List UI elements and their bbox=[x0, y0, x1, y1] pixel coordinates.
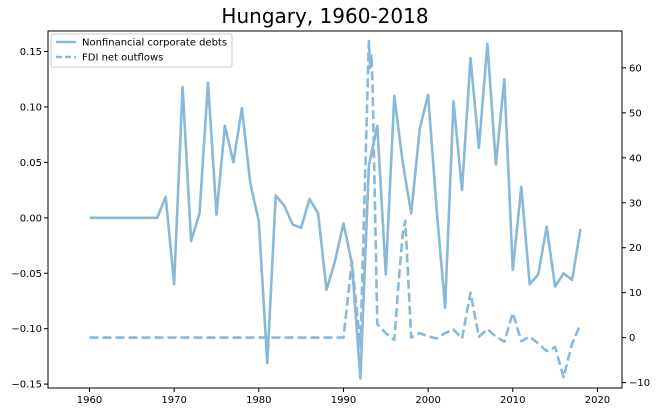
y-right-tick-label: 10 bbox=[629, 288, 642, 299]
y-axis-right: −10 0 10 20 30 40 50 60 bbox=[622, 63, 650, 389]
y-right-tick-label: 20 bbox=[629, 243, 642, 254]
legend-label-debts: Nonfinancial corporate debts bbox=[82, 38, 227, 49]
x-tick-label: 1980 bbox=[246, 395, 271, 406]
series-line-1 bbox=[89, 39, 582, 379]
y-left-tick-label: 0.05 bbox=[20, 158, 42, 169]
y-left-tick-label: 0.10 bbox=[20, 102, 42, 113]
plot-area bbox=[47, 30, 623, 389]
y-axis-left: −0.15 −0.10 −0.05 0.00 0.05 0.10 0.15 bbox=[11, 47, 48, 391]
series-line-0 bbox=[89, 42, 582, 380]
y-right-tick-label: −10 bbox=[629, 378, 650, 389]
legend-box bbox=[50, 33, 233, 68]
legend: Nonfinancial corporate debts FDI net out… bbox=[50, 33, 233, 68]
y-left-tick-label: 0.00 bbox=[20, 213, 42, 224]
plot-lines bbox=[89, 39, 582, 380]
y-left-tick-label: −0.15 bbox=[11, 380, 42, 391]
y-right-tick-label: 60 bbox=[629, 63, 642, 74]
x-axis: 1960 1970 1980 1990 2000 2010 2020 bbox=[77, 388, 610, 406]
y-left-tick-label: −0.10 bbox=[11, 324, 42, 335]
x-tick-label: 2010 bbox=[500, 395, 525, 406]
x-tick-label: 1970 bbox=[161, 395, 186, 406]
legend-label-fdi: FDI net outflows bbox=[82, 53, 163, 64]
y-right-tick-label: 0 bbox=[629, 333, 635, 344]
y-left-tick-label: −0.05 bbox=[11, 269, 42, 280]
x-tick-label: 1990 bbox=[331, 395, 356, 406]
x-tick-label: 2020 bbox=[585, 395, 610, 406]
x-tick-label: 2000 bbox=[415, 395, 440, 406]
y-right-tick-label: 30 bbox=[629, 198, 642, 209]
x-tick-label: 1960 bbox=[77, 395, 102, 406]
y-right-tick-label: 50 bbox=[629, 108, 642, 119]
chart-title: Hungary, 1960-2018 bbox=[221, 4, 428, 28]
y-left-tick-label: 0.15 bbox=[20, 47, 42, 58]
y-right-tick-label: 40 bbox=[629, 153, 642, 164]
